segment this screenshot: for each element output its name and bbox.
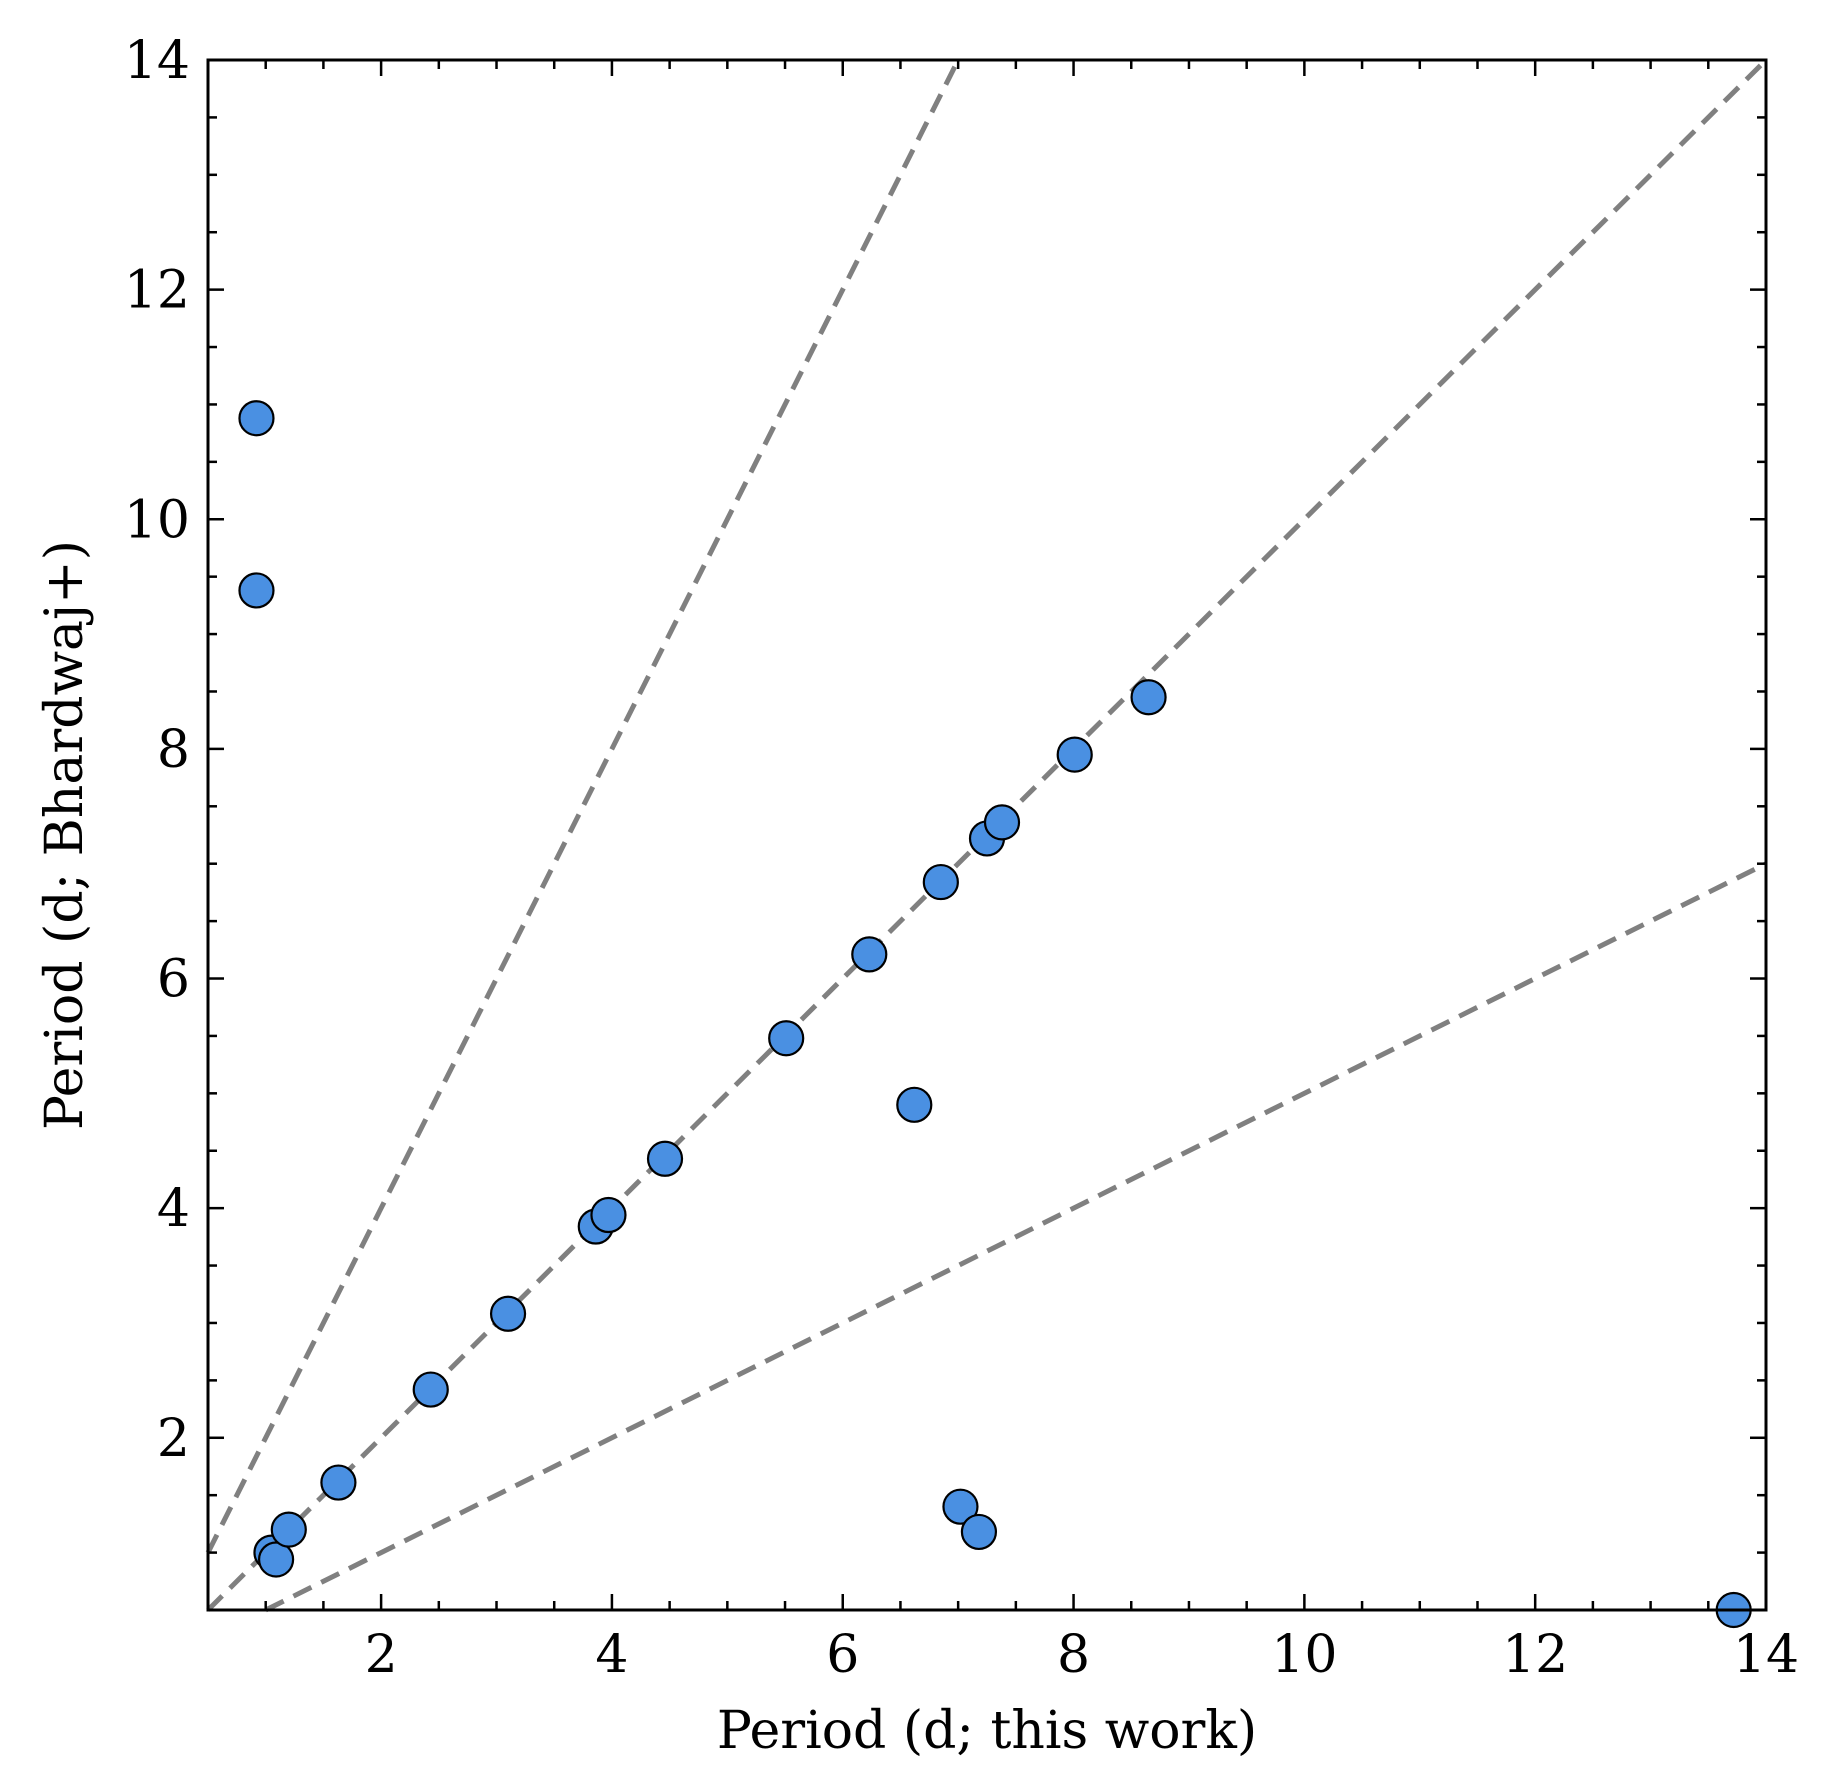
data-point [238,400,275,437]
data-point [942,1488,979,1525]
y-axis-label: Period (d; Bhardwaj+) [35,540,95,1130]
y-tick-label: 6 [157,950,190,1010]
y-tick-label: 8 [157,720,190,780]
y-tick-label: 12 [124,261,190,321]
data-point [960,1513,998,1551]
y-tick-label: 14 [124,31,190,91]
y-tick-label: 10 [124,490,190,550]
data-point [896,1086,933,1123]
y-tick-label: 2 [157,1409,190,1469]
data-point [646,1140,684,1177]
data-point [238,572,275,609]
x-tick-label: 4 [595,1625,628,1685]
data-point [768,1020,805,1057]
data-point [320,1464,357,1501]
y-tick-label: 4 [157,1179,190,1239]
data-point [270,1511,307,1548]
data-points [238,400,1752,1629]
data-point [922,863,959,901]
x-tick-label: 12 [1502,1625,1568,1685]
x-tick-label: 8 [1057,1625,1090,1685]
x-axis-label: Period (d; this work) [717,1701,1257,1761]
plot-frame [206,58,1768,1612]
data-point [590,1196,627,1234]
data-point [851,936,888,973]
x-tick-label: 10 [1271,1625,1337,1685]
data-point [412,1371,449,1408]
data-point [983,804,1021,841]
x-tick-label: 6 [826,1625,859,1685]
x-tick-label: 14 [1733,1625,1799,1685]
data-point [489,1295,527,1332]
data-point [1130,679,1167,716]
reference-line-1 [205,58,961,1554]
tick-labels: 2 4 6 8 10 12 14 2 4 6 8 10 12 14 [124,31,1799,1685]
data-point [1056,736,1093,773]
reference-line-3 [264,861,1768,1613]
x-tick-label: 2 [365,1625,398,1685]
